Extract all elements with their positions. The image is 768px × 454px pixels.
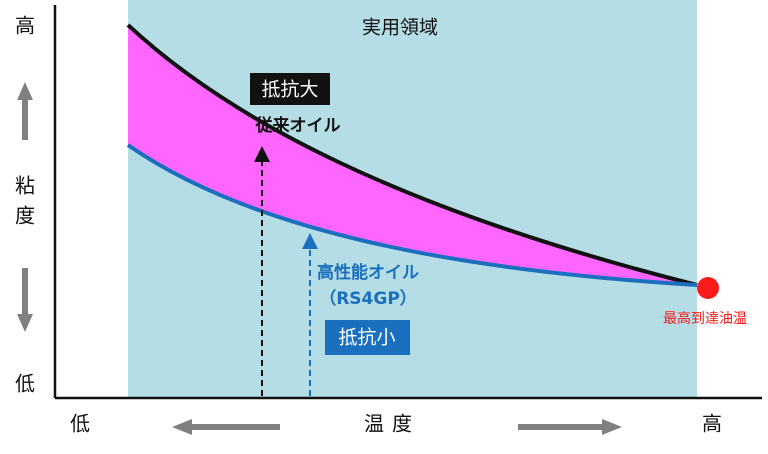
resistance-gap (128, 25, 697, 285)
left-arrow (172, 419, 280, 435)
conventional-curve (126, 23, 698, 287)
high-performance-name: 高性能オイル (317, 262, 419, 283)
down-arrow (17, 268, 33, 332)
y-top: 高 (15, 14, 35, 38)
y-label: 粘 (15, 174, 35, 198)
high-performance-model: （RS4GP） (319, 288, 417, 309)
conventional-name: 従来オイル (255, 115, 341, 136)
x-left: 低 (70, 412, 90, 436)
low-resistance-badge (325, 320, 410, 355)
right-arrow (518, 419, 622, 435)
max-temp-dot (697, 277, 719, 299)
low-resistance-text: 抵抗小 (338, 327, 395, 349)
x-label: 温度 (364, 412, 420, 436)
high-resistance-text: 抵抗大 (261, 79, 318, 101)
x-right: 高 (702, 412, 722, 436)
up-arrow (17, 82, 33, 140)
high-resistance-badge (250, 73, 330, 105)
y-bottom: 低 (15, 372, 35, 396)
high-performance-curve (126, 143, 698, 287)
max-temp-label: 最高到達油温 (663, 310, 747, 327)
region-label: 実用領域 (362, 17, 438, 39)
y-label: 度 (15, 204, 35, 228)
